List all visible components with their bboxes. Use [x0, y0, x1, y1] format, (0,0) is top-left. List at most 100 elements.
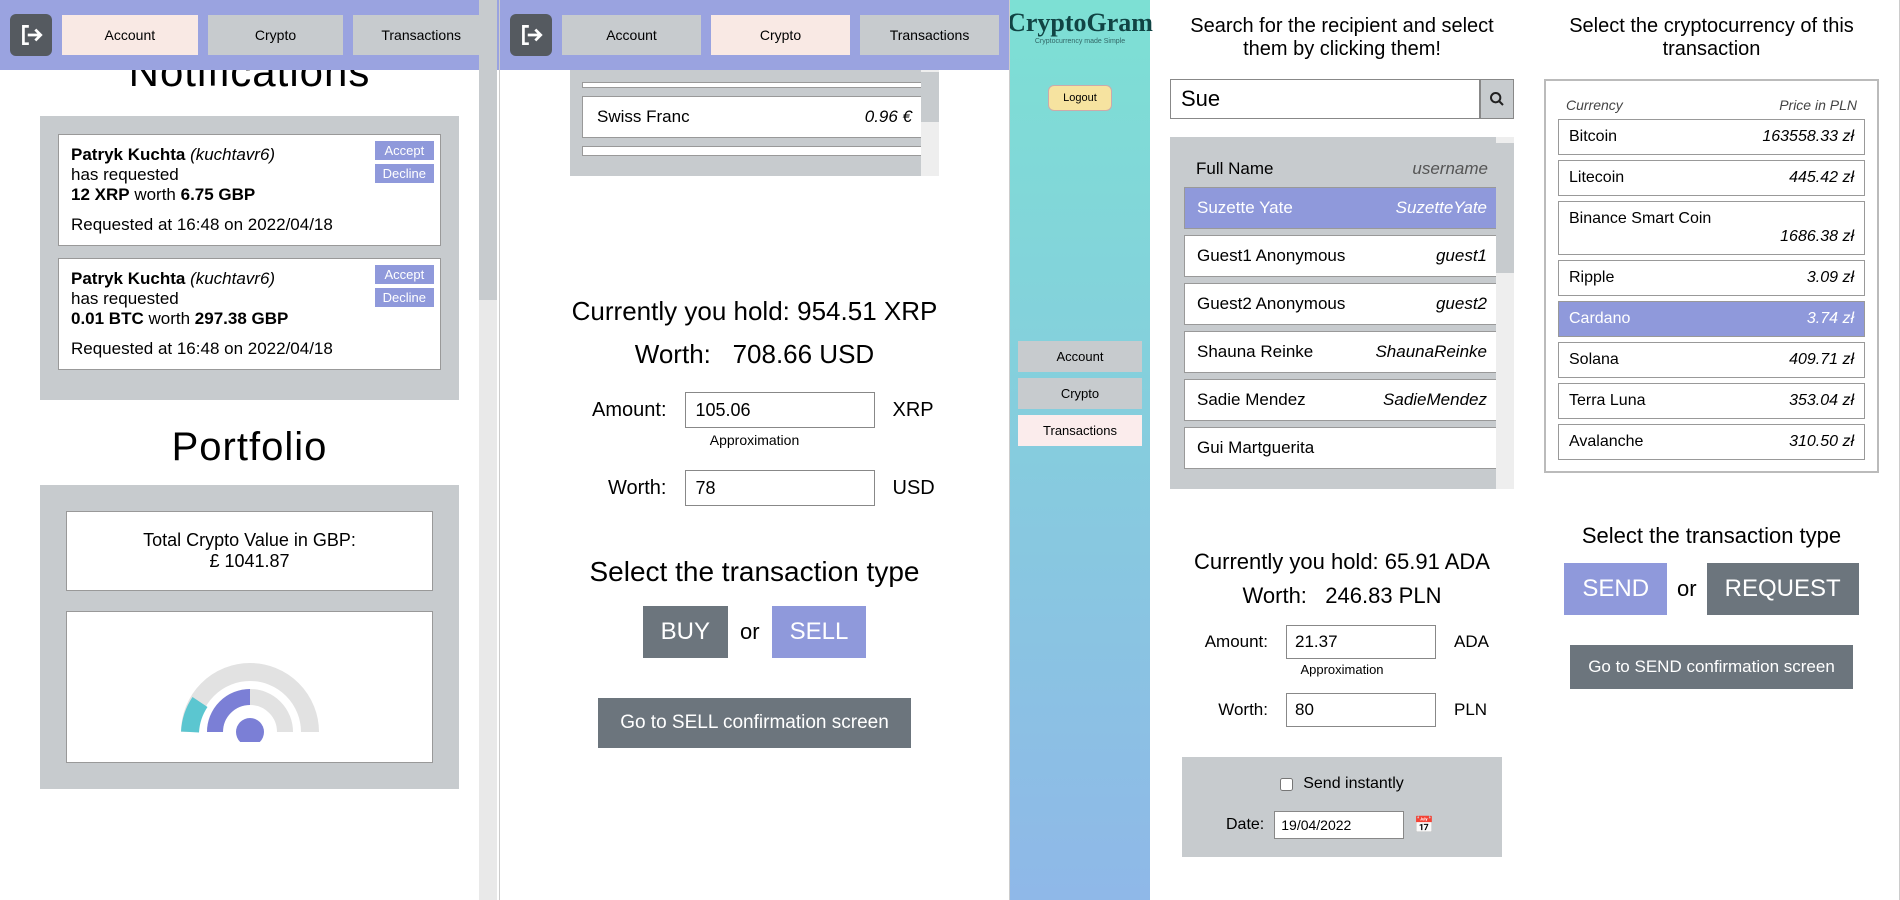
amount-row: Amount: ADA: [1170, 625, 1514, 659]
amount-label: Amount:: [567, 399, 667, 422]
scrollbar-thumb[interactable]: [1496, 143, 1514, 273]
worth-line: Worth: 708.66 USD: [530, 339, 979, 370]
worth-input[interactable]: [1286, 693, 1436, 727]
tx-type-heading: Select the transaction type: [1544, 523, 1879, 549]
sidebar: CryptoGram Cryptocurrency made Simple Lo…: [1010, 0, 1150, 900]
crypto-row[interactable]: Avalanche310.50 zł: [1558, 424, 1865, 460]
worth-label: Worth:: [567, 477, 667, 500]
tab-crypto[interactable]: Crypto: [711, 15, 850, 55]
amount-unit: ADA: [1454, 632, 1496, 652]
send-options: Send instantly Date: 📅: [1182, 757, 1502, 857]
amount-unit: XRP: [893, 399, 943, 422]
request-button[interactable]: REQUEST: [1707, 563, 1859, 615]
search-input[interactable]: [1170, 79, 1480, 119]
crypto-row[interactable]: Solana409.71 zł: [1558, 342, 1865, 378]
recipient-instruction: Search for the recipient and select them…: [1170, 15, 1514, 61]
buy-button[interactable]: BUY: [643, 606, 728, 658]
hold-value: 954.51 XRP: [797, 296, 937, 326]
sidebar-item-account[interactable]: Account: [1018, 341, 1142, 372]
tab-account[interactable]: Account: [562, 15, 701, 55]
accept-button[interactable]: Accept: [375, 265, 434, 284]
user-row[interactable]: Guest1 Anonymousguest1: [1184, 235, 1500, 277]
tab-transactions[interactable]: Transactions: [860, 15, 999, 55]
col-currency: Currency: [1566, 97, 1623, 113]
confirm-button[interactable]: Go to SEND confirmation screen: [1570, 645, 1853, 689]
topnav-p1: Account Crypto Transactions: [0, 0, 499, 70]
worth-label: Worth:: [1243, 583, 1307, 608]
portfolio-total: Total Crypto Value in GBP: £ 1041.87: [66, 511, 433, 591]
col-fullname: Full Name: [1196, 159, 1273, 179]
list-item[interactable]: [582, 146, 927, 156]
logout-button[interactable]: Logout: [1048, 85, 1112, 111]
accept-button[interactable]: Accept: [375, 141, 434, 160]
portfolio-panel: Total Crypto Value in GBP: £ 1041.87: [40, 485, 459, 789]
currency-price: 0.96 €: [865, 107, 912, 127]
crypto-row[interactable]: Binance Smart Coin1686.38 zł: [1558, 201, 1865, 255]
user-list: Full Name username Suzette YateSuzetteYa…: [1170, 137, 1514, 489]
crypto-row[interactable]: Ripple3.09 zł: [1558, 260, 1865, 296]
tx-type-row: SEND or REQUEST: [1544, 563, 1879, 615]
scrollbar-thumb[interactable]: [921, 72, 939, 122]
sidebar-item-transactions[interactable]: Transactions: [1018, 415, 1142, 446]
notification-card: AcceptDecline Patryk Kuchta (kuchtavr6) …: [58, 134, 441, 246]
user-list-header: Full Name username: [1184, 151, 1500, 187]
scrollbar[interactable]: [921, 70, 939, 176]
amount-input[interactable]: [685, 392, 875, 428]
holdings-line: Currently you hold: 65.91 ADA: [1170, 549, 1514, 575]
worth-value: 708.66 USD: [733, 339, 875, 369]
date-label: Date:: [1226, 816, 1264, 834]
search-icon[interactable]: [1480, 79, 1514, 119]
confirm-button[interactable]: Go to SELL confirmation screen: [598, 698, 911, 748]
col-username: username: [1412, 159, 1488, 179]
worth-label: Worth:: [1188, 700, 1268, 720]
holdings-line: Currently you hold: 954.51 XRP: [530, 296, 979, 327]
crypto-row[interactable]: Cardano3.74 zł: [1558, 301, 1865, 337]
scrollbar-thumb[interactable]: [479, 0, 497, 300]
amount-label: Amount:: [1188, 632, 1268, 652]
amount-input[interactable]: [1286, 625, 1436, 659]
list-item[interactable]: Swiss Franc 0.96 €: [582, 96, 927, 138]
user-row[interactable]: Guest2 Anonymousguest2: [1184, 283, 1500, 325]
worth-value: 246.83 PLN: [1325, 583, 1441, 608]
or-label: or: [1677, 576, 1697, 602]
list-item[interactable]: [582, 82, 927, 88]
crypto-row[interactable]: Terra Luna353.04 zł: [1558, 383, 1865, 419]
total-value: £ 1041.87: [85, 551, 414, 572]
send-instantly-checkbox[interactable]: [1280, 778, 1293, 791]
user-row[interactable]: Shauna ReinkeShaunaReinke: [1184, 331, 1500, 373]
brand-tagline: Cryptocurrency made Simple: [1035, 38, 1125, 45]
or-label: or: [740, 619, 760, 645]
worth-row: Worth: PLN: [1170, 693, 1514, 727]
notification-card: AcceptDecline Patryk Kuchta (kuchtavr6) …: [58, 258, 441, 370]
notifications-panel: AcceptDecline Patryk Kuchta (kuchtavr6) …: [40, 116, 459, 400]
topnav-p2: Account Crypto Transactions: [500, 0, 1009, 70]
tx-type-heading: Select the transaction type: [530, 556, 979, 588]
approximation-label: Approximation: [1170, 662, 1514, 677]
tab-crypto[interactable]: Crypto: [208, 15, 344, 55]
user-row[interactable]: Sadie MendezSadieMendez: [1184, 379, 1500, 421]
worth-unit: USD: [893, 477, 943, 500]
crypto-row[interactable]: Litecoin445.42 zł: [1558, 160, 1865, 196]
logout-icon[interactable]: [10, 14, 52, 56]
sidebar-item-crypto[interactable]: Crypto: [1018, 378, 1142, 409]
sell-button[interactable]: SELL: [772, 606, 867, 658]
crypto-row[interactable]: Bitcoin163558.33 zł: [1558, 119, 1865, 155]
decline-button[interactable]: Decline: [375, 164, 434, 183]
tab-account[interactable]: Account: [62, 15, 198, 55]
approximation-label: Approximation: [530, 432, 979, 448]
crypto-list-header: Currency Price in PLN: [1558, 91, 1865, 119]
scrollbar[interactable]: [1496, 137, 1514, 489]
portfolio-heading: Portfolio: [40, 425, 459, 470]
worth-line: Worth: 246.83 PLN: [1170, 583, 1514, 609]
user-row[interactable]: Suzette YateSuzetteYate: [1184, 187, 1500, 229]
crypto-instruction: Select the cryptocurrency of this transa…: [1544, 15, 1879, 61]
user-row[interactable]: Gui Martguerita: [1184, 427, 1500, 469]
logout-icon[interactable]: [510, 14, 552, 56]
decline-button[interactable]: Decline: [375, 288, 434, 307]
date-input[interactable]: [1274, 811, 1404, 839]
worth-label: Worth:: [635, 339, 711, 369]
calendar-icon[interactable]: 📅: [1414, 815, 1434, 835]
tab-transactions[interactable]: Transactions: [353, 15, 489, 55]
worth-input[interactable]: [685, 470, 875, 506]
send-button[interactable]: SEND: [1564, 563, 1667, 615]
